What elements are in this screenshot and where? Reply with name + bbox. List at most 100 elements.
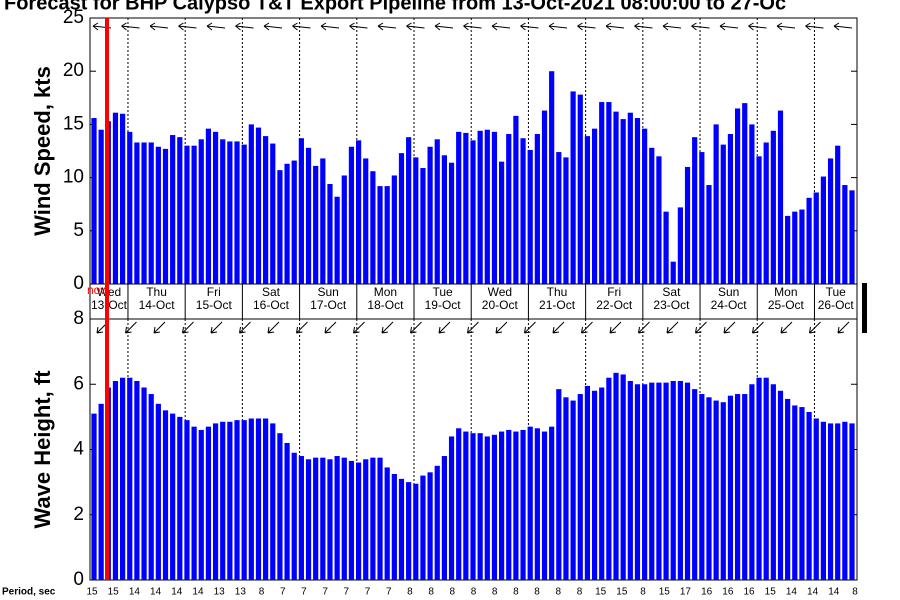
day-date: 18-Oct [367, 298, 404, 312]
direction-arrow [609, 321, 622, 334]
day-weekday: Thu [146, 285, 167, 299]
bar [427, 472, 433, 580]
bar [634, 118, 641, 285]
bar [327, 459, 333, 580]
period-value: 13 [214, 587, 226, 598]
bar [406, 137, 412, 284]
bar [499, 431, 505, 580]
bar [198, 139, 204, 284]
bar [677, 380, 683, 580]
bar [155, 146, 161, 284]
period-value: 7 [344, 587, 350, 598]
y-tick-label: 20 [63, 60, 84, 81]
direction-arrow [491, 22, 511, 31]
direction-arrow [577, 22, 596, 31]
y-tick-label: 10 [63, 167, 84, 188]
bar [413, 483, 419, 580]
bar [148, 394, 154, 580]
bar [541, 431, 548, 580]
bar [842, 185, 848, 284]
period-value: 14 [150, 587, 162, 598]
y-tick-label: 6 [73, 373, 84, 394]
bar [348, 460, 355, 580]
bar [792, 211, 798, 284]
bar [384, 467, 390, 580]
bar [413, 157, 419, 284]
direction-arrow [125, 321, 137, 334]
period-value: 8 [555, 587, 561, 598]
day-weekday: Sun [318, 285, 339, 299]
bar [456, 131, 462, 284]
bar [470, 433, 476, 580]
direction-arrow [149, 22, 169, 31]
bar [627, 112, 633, 284]
bar [491, 131, 498, 284]
bar [184, 145, 190, 284]
bar [613, 111, 619, 284]
bar [770, 130, 776, 284]
bar [434, 465, 440, 580]
bar [148, 142, 154, 284]
bar [477, 130, 483, 284]
bar [391, 175, 397, 284]
day-date: 25-Oct [768, 298, 805, 312]
direction-arrow [548, 22, 568, 31]
bar [649, 382, 655, 580]
edge-bar [862, 283, 867, 333]
bar [606, 377, 612, 580]
direction-arrow [833, 22, 853, 31]
period-label: Period, sec [2, 587, 56, 598]
period-value: 14 [171, 587, 183, 598]
period-value: 13 [235, 587, 247, 598]
bar [591, 128, 598, 284]
bar [191, 145, 197, 284]
bar [506, 429, 512, 580]
bar [170, 413, 176, 580]
direction-arrow [381, 321, 394, 334]
bar [212, 131, 219, 284]
bar [255, 127, 262, 284]
bar [792, 405, 798, 580]
bar [305, 459, 312, 580]
bar [91, 118, 97, 285]
bar [513, 431, 519, 580]
direction-arrow [153, 321, 166, 334]
bar [363, 158, 369, 284]
bar [127, 131, 133, 284]
direction-arrow [434, 22, 454, 31]
bar [298, 138, 304, 284]
period-value: 15 [108, 587, 120, 598]
bar [463, 132, 469, 284]
bar [434, 139, 440, 284]
bar [749, 384, 755, 580]
bar [227, 141, 233, 284]
direction-arrow [235, 22, 254, 31]
day-date: 24-Oct [711, 298, 748, 312]
bar [613, 372, 619, 580]
direction-arrow [581, 321, 593, 334]
bar [370, 457, 376, 580]
day-date: 17-Oct [310, 298, 347, 312]
bar [98, 403, 104, 580]
bar [692, 137, 698, 284]
bar [363, 459, 369, 580]
bar [477, 433, 483, 580]
bar [162, 410, 169, 580]
bar [699, 152, 705, 284]
direction-arrow [748, 22, 767, 31]
bar [835, 423, 841, 580]
bar [713, 400, 719, 580]
bar [234, 141, 240, 284]
direction-arrow [695, 321, 707, 334]
bar [620, 374, 626, 580]
direction-arrow [552, 321, 565, 334]
day-date: 22-Oct [596, 298, 633, 312]
period-value: 14 [129, 587, 141, 598]
bar [91, 413, 97, 580]
day-date: 21-Oct [539, 298, 576, 312]
day-weekday: Mon [774, 285, 797, 299]
bar [112, 112, 119, 284]
bar [527, 149, 533, 284]
bar [470, 140, 476, 284]
bar [642, 384, 648, 580]
